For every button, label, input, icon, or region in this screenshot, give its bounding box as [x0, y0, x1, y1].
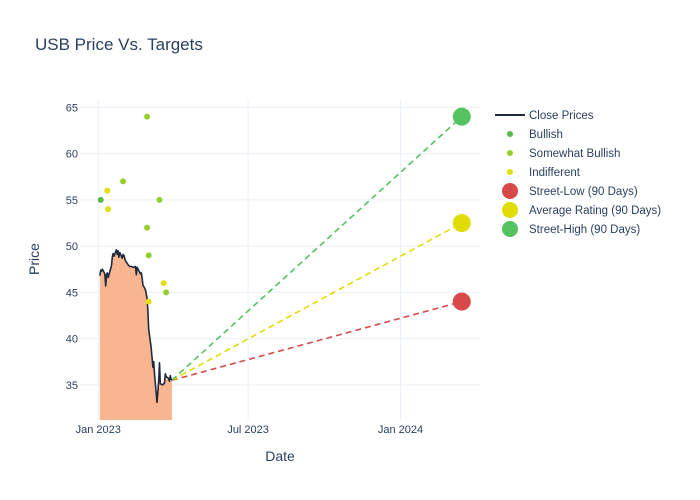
- y-tick-label: 60: [66, 149, 78, 161]
- rating-point: [105, 206, 112, 213]
- legend-label: Somewhat Bullish: [529, 148, 620, 160]
- target-marker: [452, 292, 471, 311]
- target-marker: [452, 107, 471, 126]
- y-axis-ticks: 35 40 45 50 55 60 65: [66, 102, 78, 391]
- close-price-line-layer: [99, 249, 173, 404]
- close-price-line: [99, 249, 173, 404]
- rating-point: [97, 196, 104, 203]
- legend: Close Prices Bullish Somewhat Bullish Indif…: [495, 110, 661, 237]
- rating-point: [160, 280, 167, 287]
- legend-swatch: [502, 221, 518, 237]
- x-axis-title: Date: [265, 448, 295, 464]
- rating-point: [145, 252, 152, 259]
- x-axis-ticks: Jan 2023 Jul 2023 Jan 2024: [76, 424, 424, 436]
- rating-points-layer: [97, 113, 170, 305]
- y-tick-label: 35: [66, 380, 78, 392]
- rating-point: [156, 196, 163, 203]
- legend-label: Average Rating (90 Days): [529, 205, 661, 217]
- y-tick-label: 55: [66, 195, 78, 207]
- rating-point: [145, 298, 152, 305]
- target-marker: [452, 214, 471, 233]
- target-lines-layer: [171, 116, 463, 382]
- target-markers-layer: [452, 107, 471, 311]
- close-price-area: [99, 249, 172, 420]
- legend-swatch: [507, 169, 513, 175]
- y-tick-label: 45: [66, 287, 78, 299]
- x-tick-label: Jan 2024: [378, 424, 423, 436]
- y-tick-label: 65: [66, 102, 78, 114]
- legend-label: Close Prices: [529, 110, 594, 122]
- rating-point: [144, 113, 151, 120]
- close-price-area-layer: [99, 249, 172, 420]
- legend-label: Indifferent: [529, 167, 581, 179]
- chart-title: USB Price Vs. Targets: [35, 35, 203, 54]
- target-line: [171, 116, 463, 381]
- y-tick-label: 40: [66, 334, 78, 346]
- rating-point: [163, 289, 170, 296]
- rating-point: [120, 178, 127, 185]
- rating-point: [104, 187, 111, 194]
- legend-label: Street-High (90 Days): [529, 224, 640, 236]
- y-axis-title: Price: [26, 243, 42, 275]
- legend-swatch: [507, 150, 513, 156]
- y-tick-label: 50: [66, 241, 78, 253]
- legend-label: Bullish: [529, 129, 563, 141]
- target-line: [171, 300, 462, 382]
- legend-swatch: [507, 131, 513, 137]
- x-tick-label: Jan 2023: [76, 424, 121, 436]
- legend-swatch: [502, 202, 518, 218]
- target-line: [171, 222, 463, 381]
- x-tick-label: Jul 2023: [227, 424, 269, 436]
- legend-label: Street-Low (90 Days): [529, 186, 638, 198]
- rating-point: [144, 224, 151, 231]
- legend-swatch: [502, 183, 518, 199]
